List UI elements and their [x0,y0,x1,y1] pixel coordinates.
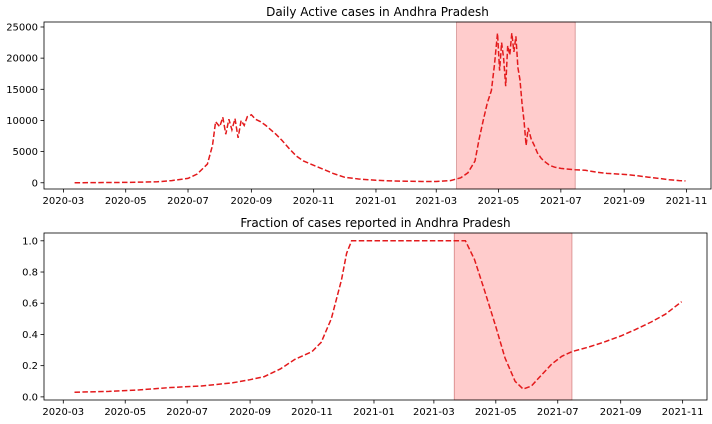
highlight-span [453,232,573,401]
x-tick-label: 2021-11 [662,407,704,418]
x-tick-label: 2021-05 [475,407,517,418]
chart-title: Daily Active cases in Andhra Pradesh [266,5,489,19]
x-tick-label: 2021-01 [353,407,395,418]
x-axis: 2020-03 2020-05 2020-07 2020-09 2020-11 2021-… [42,400,704,418]
y-tick-label: 20000 [6,54,38,65]
x-tick-label: 2020-09 [229,407,271,418]
x-tick-label: 2021-07 [540,196,582,207]
series-line-active-cases [74,33,686,184]
axes-frame [43,232,708,401]
x-tick-label: 2020-11 [293,196,335,207]
x-tick-label: 2021-11 [666,196,708,207]
highlight-span [456,21,576,190]
y-tick-label: 0.2 [22,361,38,372]
x-tick-label: 2020-05 [105,196,147,207]
x-tick-label: 2020-07 [166,407,208,418]
x-tick-label: 2021-01 [355,196,397,207]
y-tick-label: 10000 [6,116,38,127]
x-tick-label: 2021-09 [600,407,642,418]
series-line-fraction-reported [74,240,683,393]
chart-title: Fraction of cases reported in Andhra Pra… [240,216,510,230]
x-tick-label: 2020-03 [42,407,84,418]
x-tick-label: 2021-07 [537,407,579,418]
y-tick-label: 0.6 [22,299,38,310]
x-tick-label: 2021-09 [603,196,645,207]
y-tick-label: 0 [32,178,38,189]
x-tick-label: 2020-05 [104,407,146,418]
x-tick-label: 2020-11 [291,407,333,418]
x-tick-label: 2021-03 [415,196,457,207]
y-tick-label: 25000 [6,22,38,33]
y-tick-label: 5000 [13,147,38,158]
x-tick-label: 2021-05 [478,196,520,207]
y-tick-label: 0.8 [22,268,38,279]
x-tick-label: 2020-03 [43,196,85,207]
axes-frame [43,21,712,190]
y-tick-label: 0.0 [22,392,38,403]
x-tick-label: 2020-07 [167,196,209,207]
y-axis: 0 5000 10000 15000 20000 25000 [6,22,44,189]
x-tick-label: 2020-09 [230,196,272,207]
y-tick-label: 15000 [6,85,38,96]
active-cases-chart: Daily Active cases in Andhra Pradesh 202… [6,5,712,207]
y-axis: 0.0 0.2 0.4 0.6 0.8 1.0 [22,236,44,403]
x-axis: 2020-03 2020-05 2020-07 2020-09 2020-11 2021-… [43,189,708,207]
y-tick-label: 1.0 [22,236,38,247]
fraction-reported-chart: Fraction of cases reported in Andhra Pra… [22,216,708,418]
y-tick-label: 0.4 [22,330,38,341]
x-tick-label: 2021-03 [413,407,455,418]
